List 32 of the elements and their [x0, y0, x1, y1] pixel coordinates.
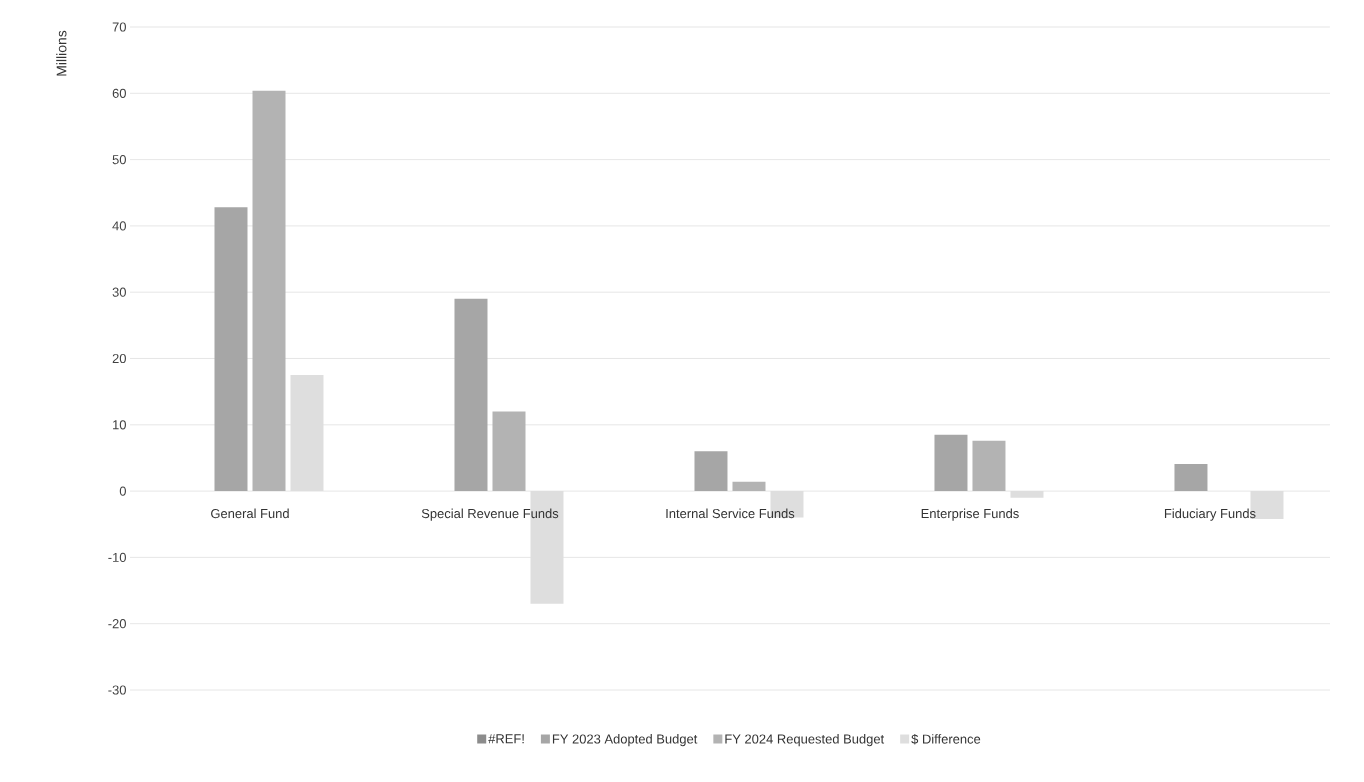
- x-tick-label: General Fund: [211, 508, 289, 519]
- legend-label: FY 2023 Adopted Budget: [552, 734, 698, 747]
- bar: [1174, 463, 1208, 492]
- y-tick-label: 40: [112, 221, 126, 231]
- bar: [972, 440, 1006, 492]
- y-tick-label: -10: [108, 552, 126, 562]
- y-tick-label: 60: [112, 88, 126, 98]
- legend-label: #REF!: [488, 734, 524, 744]
- y-tick-label: -20: [108, 619, 126, 629]
- bar: [1010, 491, 1044, 498]
- y-tick-label: 0: [119, 486, 126, 496]
- legend-label: $ Difference: [911, 733, 981, 745]
- x-tick-label: Enterprise Funds: [921, 508, 1019, 521]
- bar: [732, 481, 766, 492]
- bar: [252, 90, 286, 492]
- legend-label: FY 2024 Requested Budget: [725, 734, 885, 747]
- y-tick-label: -30: [108, 685, 126, 695]
- y-tick-label: 70: [112, 22, 126, 32]
- bar: [694, 451, 728, 492]
- x-tick-label: Internal Service Funds: [666, 508, 795, 519]
- y-tick-label: 20: [112, 353, 126, 364]
- bar: [214, 207, 248, 492]
- x-tick-label: Fiduciary Funds: [1164, 508, 1256, 521]
- bar: [290, 375, 324, 492]
- y-axis-title: Millions: [56, 30, 67, 76]
- y-tick-label: 50: [112, 155, 126, 165]
- x-tick-label: Special Revenue Funds: [421, 508, 559, 521]
- y-tick-label: 10: [113, 420, 126, 430]
- bar: [934, 434, 968, 492]
- bar: [492, 411, 526, 492]
- bar: [454, 298, 488, 492]
- y-tick-label: 30: [112, 287, 126, 297]
